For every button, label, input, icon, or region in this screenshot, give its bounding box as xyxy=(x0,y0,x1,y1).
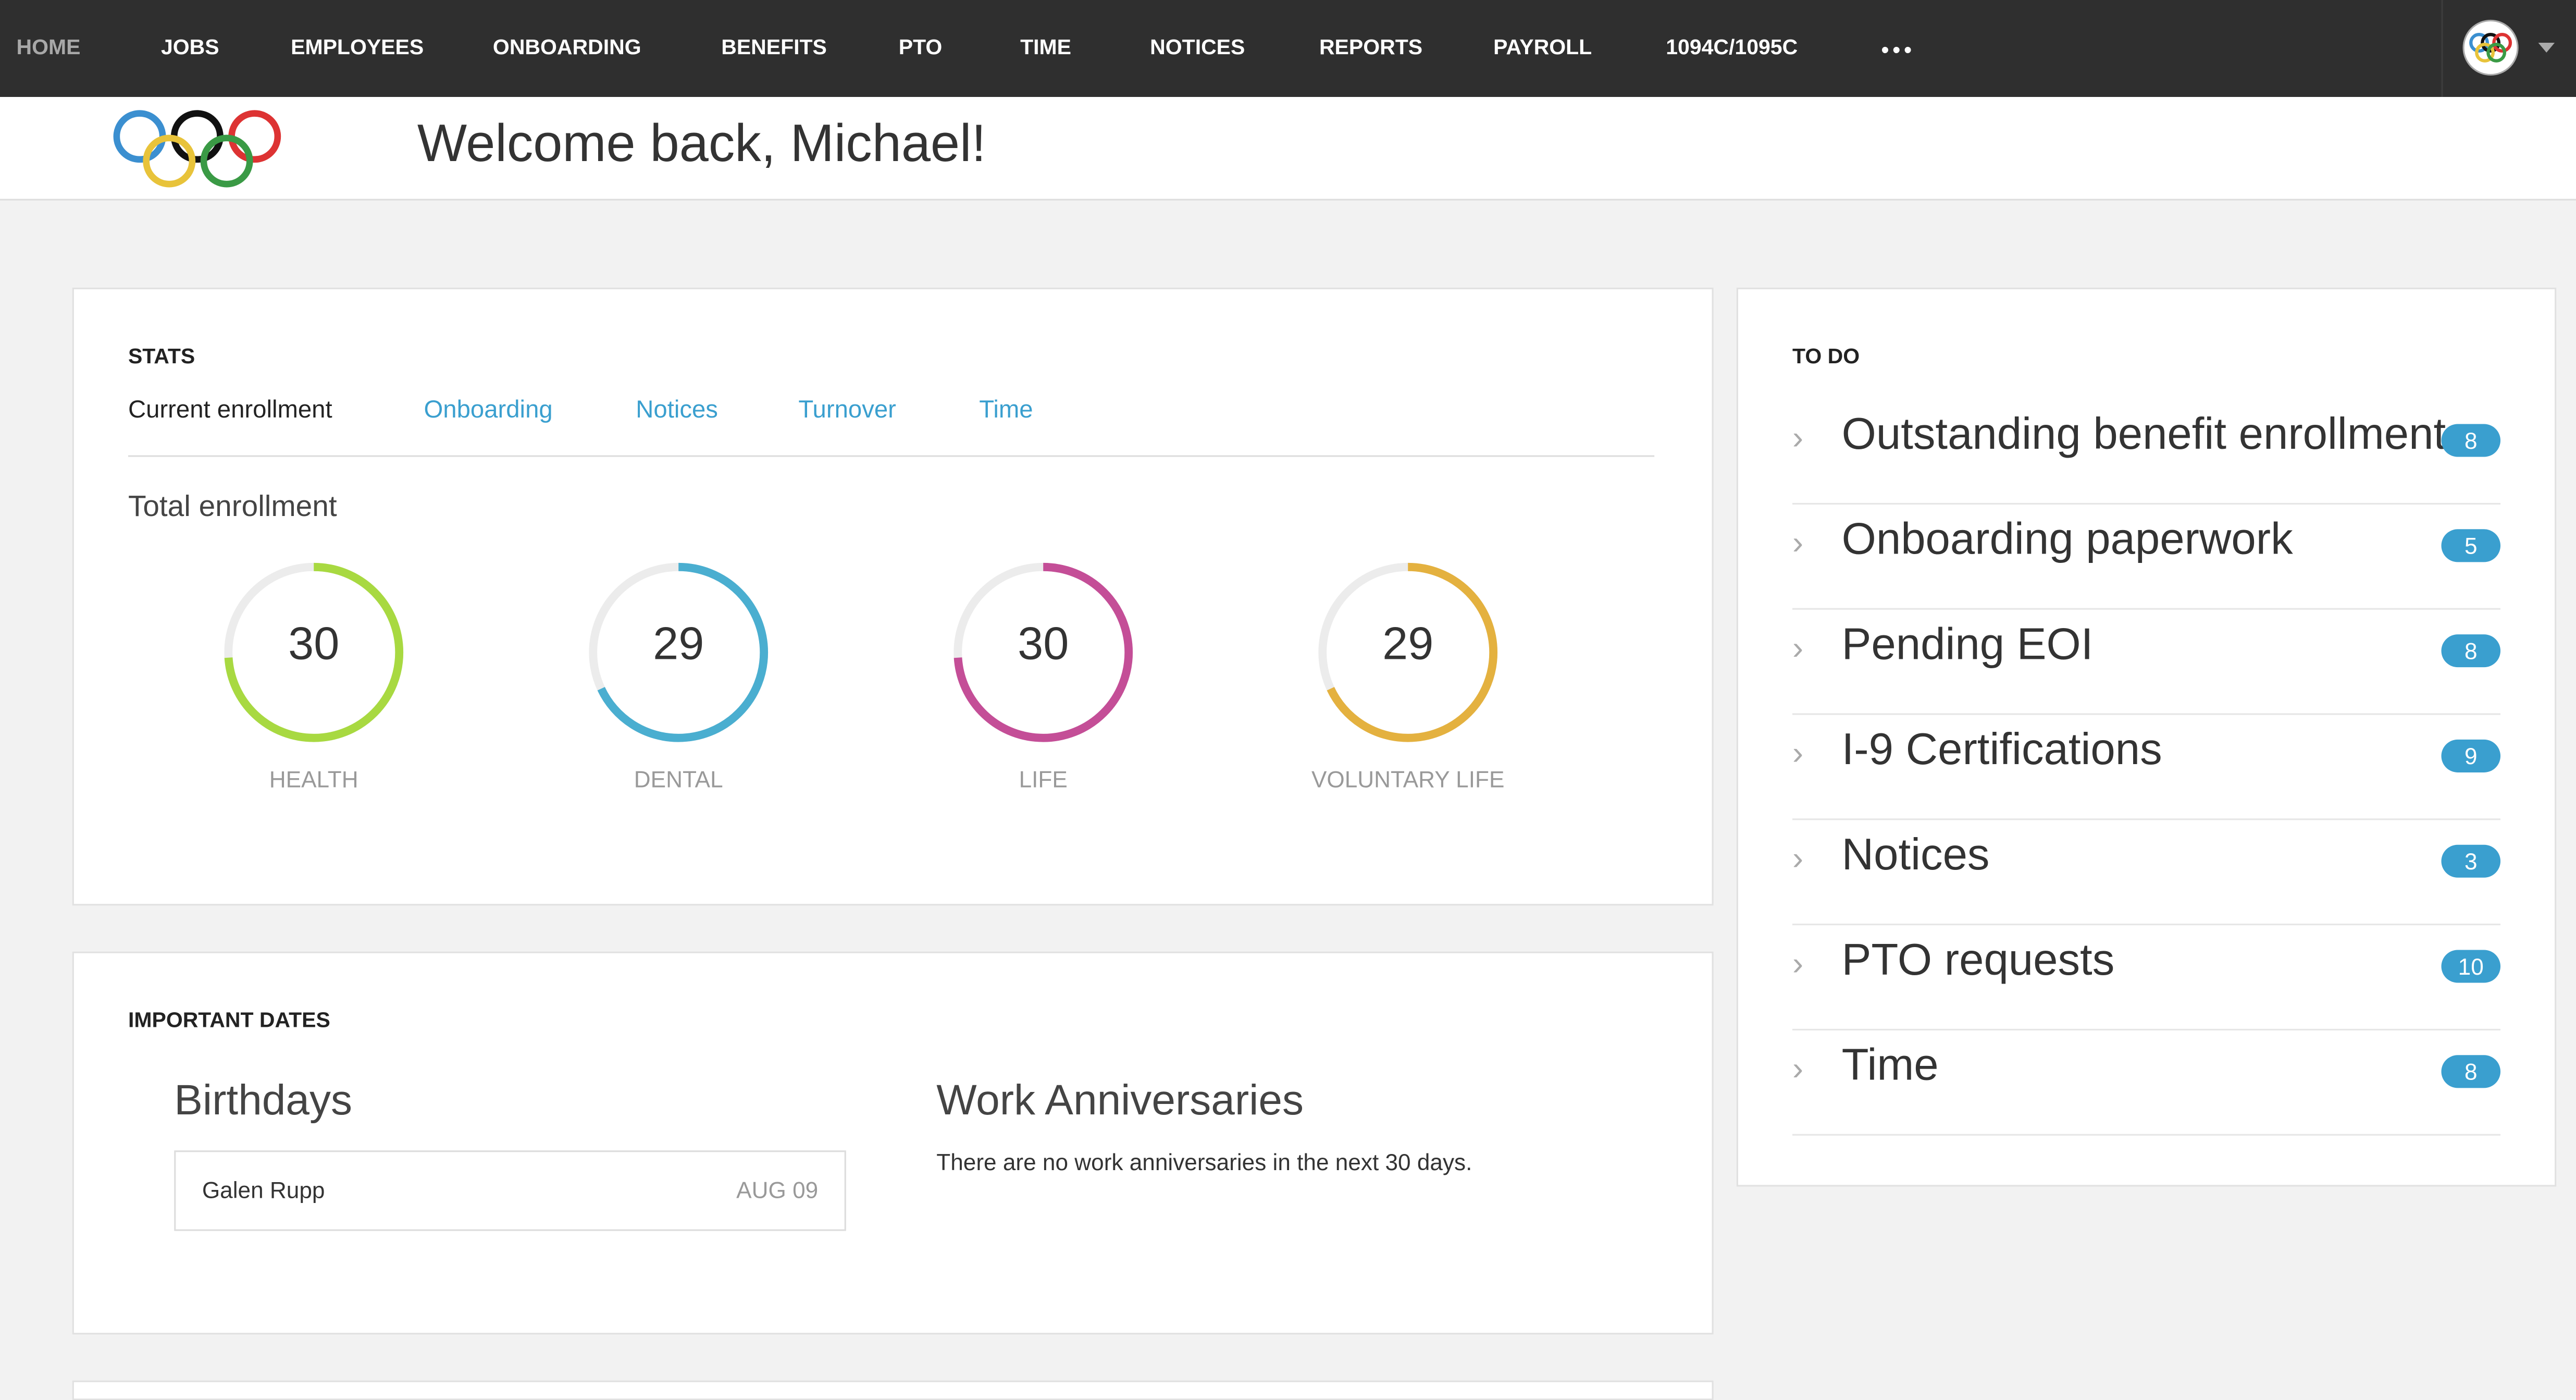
count-badge: 8 xyxy=(2441,1055,2501,1088)
todo-label: Notices xyxy=(1841,830,1990,879)
important-dates-card: IMPORTANT DATES Birthdays Galen Rupp AUG… xyxy=(72,951,1714,1335)
birthday-name: Galen Rupp xyxy=(202,1176,325,1203)
todo-label: Outstanding benefit enrollment xyxy=(1841,409,2446,459)
donut-ring xyxy=(1318,562,1498,742)
donut-label: DENTAL xyxy=(634,766,723,792)
donut-value: 29 xyxy=(1382,618,1434,669)
nav-time[interactable]: TIME xyxy=(1020,34,1072,59)
birthday-date: AUG 09 xyxy=(736,1176,819,1203)
donut-label: VOLUNTARY LIFE xyxy=(1311,766,1505,792)
stats-title: STATS xyxy=(128,343,195,369)
nav-jobs[interactable]: JOBS xyxy=(161,34,219,59)
chevron-right-icon: › xyxy=(1792,947,1804,983)
donut-value: 30 xyxy=(288,618,340,669)
donut-value: 29 xyxy=(653,618,704,669)
count-badge: 8 xyxy=(2441,634,2501,668)
todo-item[interactable]: › Outstanding benefit enrollment 8 xyxy=(1792,398,2501,505)
count-badge: 8 xyxy=(2441,424,2501,457)
page-header: Welcome back, Michael! xyxy=(0,97,2576,201)
stats-tabs: Current enrollment Onboarding Notices Tu… xyxy=(128,396,1655,457)
next-card xyxy=(72,1380,1714,1400)
todo-label: Time xyxy=(1841,1040,1939,1090)
nav-notices[interactable]: NOTICES xyxy=(1150,34,1245,59)
donut-ring xyxy=(953,562,1133,742)
nav-benefits[interactable]: BENEFITS xyxy=(721,34,827,59)
top-nav: HOME JOBS EMPLOYEES ONBOARDING BENEFITS … xyxy=(0,0,2576,97)
tab-turnover[interactable]: Turnover xyxy=(798,396,896,424)
todo-item[interactable]: › PTO requests 10 xyxy=(1792,924,2501,1030)
welcome-heading: Welcome back, Michael! xyxy=(417,113,986,173)
todo-item[interactable]: › I-9 Certifications 9 xyxy=(1792,713,2501,820)
donut-arc xyxy=(589,562,769,742)
count-badge: 10 xyxy=(2441,950,2501,983)
avatar xyxy=(2462,19,2519,76)
todo-item[interactable]: › Notices 3 xyxy=(1792,818,2501,926)
more-menu-icon[interactable]: ••• xyxy=(1881,36,1915,63)
chevron-right-icon: › xyxy=(1792,1051,1804,1088)
birthdays-title: Birthdays xyxy=(174,1075,352,1124)
chevron-right-icon: › xyxy=(1792,841,1804,878)
donut-dental: 29 DENTAL xyxy=(585,559,772,792)
todo-item[interactable]: › Pending EOI 8 xyxy=(1792,608,2501,715)
nav-employees[interactable]: EMPLOYEES xyxy=(291,34,424,59)
tab-notices[interactable]: Notices xyxy=(636,396,719,424)
todo-label: I-9 Certifications xyxy=(1841,724,2162,775)
donut-arc xyxy=(953,562,1133,742)
chevron-right-icon: › xyxy=(1792,525,1804,562)
nav-payroll[interactable]: PAYROLL xyxy=(1493,34,1592,59)
nav-pto[interactable]: PTO xyxy=(898,34,943,59)
chevron-right-icon: › xyxy=(1792,736,1804,772)
nav-reports[interactable]: REPORTS xyxy=(1319,34,1423,59)
chevron-right-icon: › xyxy=(1792,421,1804,457)
anniversaries-empty-text: There are no work anniversaries in the n… xyxy=(936,1149,1472,1175)
chevron-down-icon xyxy=(2538,42,2555,53)
donut-life: 30 LIFE xyxy=(949,559,1136,792)
tab-current-enrollment[interactable]: Current enrollment xyxy=(128,396,332,424)
todo-card: TO DO › Outstanding benefit enrollment 8 › O… xyxy=(1736,287,2557,1187)
donut-value: 30 xyxy=(1018,618,1069,669)
nav-1094c[interactable]: 1094C/1095C xyxy=(1666,34,1798,59)
stats-card: STATS Current enrollment Onboarding Noti… xyxy=(72,287,1714,906)
count-badge: 3 xyxy=(2441,844,2501,878)
nav-onboarding[interactable]: ONBOARDING xyxy=(492,34,641,59)
todo-label: PTO requests xyxy=(1841,935,2115,985)
tab-time[interactable]: Time xyxy=(979,396,1033,424)
work-anniversaries-title: Work Anniversaries xyxy=(936,1075,1304,1124)
nav-home[interactable]: HOME xyxy=(16,34,81,59)
tab-onboarding[interactable]: Onboarding xyxy=(424,396,553,424)
todo-label: Pending EOI xyxy=(1841,619,2094,669)
donut-ring xyxy=(224,562,404,742)
account-menu[interactable] xyxy=(2441,0,2576,97)
todo-item[interactable]: › Onboarding paperwork 5 xyxy=(1792,503,2501,610)
todo-item[interactable]: › Time 8 xyxy=(1792,1029,2501,1136)
total-enrollment-label: Total enrollment xyxy=(128,489,337,523)
todo-title: TO DO xyxy=(1792,343,1860,369)
chevron-right-icon: › xyxy=(1792,631,1804,668)
donut-ring xyxy=(589,562,769,742)
count-badge: 5 xyxy=(2441,529,2501,562)
donut-arc xyxy=(1318,562,1498,742)
olympic-rings-logo xyxy=(112,107,289,201)
donut-health: 30 HEALTH xyxy=(220,559,407,792)
donut-label: LIFE xyxy=(1019,766,1068,792)
donut-label: HEALTH xyxy=(269,766,358,792)
important-dates-title: IMPORTANT DATES xyxy=(128,1007,330,1033)
donut-arc xyxy=(224,562,404,742)
count-badge: 9 xyxy=(2441,739,2501,772)
todo-label: Onboarding paperwork xyxy=(1841,514,2293,564)
donut-voluntary-life: 29 VOLUNTARY LIFE xyxy=(1311,559,1504,792)
birthday-row: Galen Rupp AUG 09 xyxy=(174,1150,846,1231)
